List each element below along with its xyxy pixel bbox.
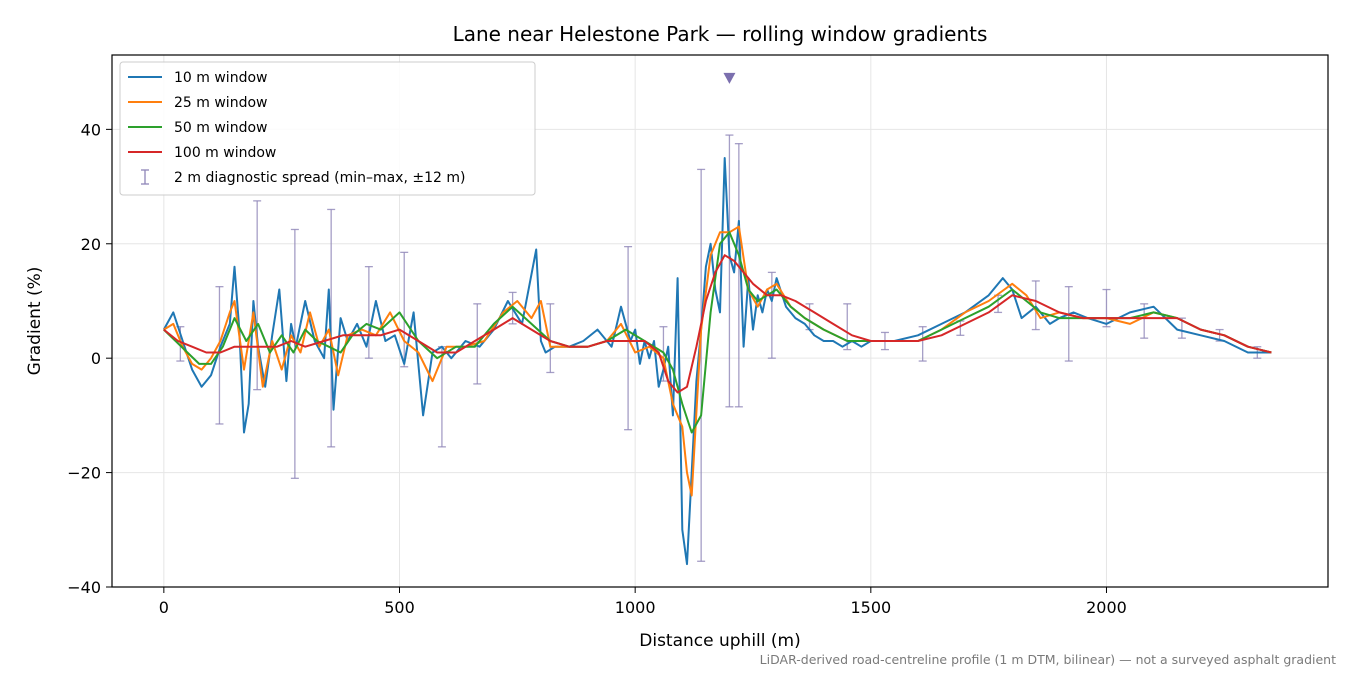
y-tick-label: 40 [81, 120, 101, 139]
series-line-1 [162, 157, 1272, 566]
y-tick-label: −20 [67, 464, 101, 483]
legend-label: 25 m window [174, 95, 267, 111]
series-line-2 [163, 225, 1272, 497]
series-line-4 [163, 254, 1272, 394]
y-tick-label: −40 [67, 578, 101, 597]
legend-label: 100 m window [174, 145, 276, 161]
x-tick-label: 1000 [615, 598, 656, 617]
legend-label: 50 m window [174, 120, 267, 136]
legend-label: 2 m diagnostic spread (min–max, ±12 m) [174, 170, 465, 186]
diagnostic-errorbar [1102, 288, 1111, 328]
x-tick-label: 500 [384, 598, 415, 617]
x-axis-label: Distance uphill (m) [639, 631, 800, 651]
diagnostic-errorbar [697, 168, 706, 562]
legend-label: 10 m window [174, 70, 267, 86]
legend: 10 m window 25 m window 50 m window 100 m w… [119, 61, 536, 196]
legend-box [119, 61, 536, 196]
diagnostic-errorbar [437, 346, 446, 448]
plot-frame [111, 54, 1329, 588]
diagnostic-errorbar [1064, 286, 1073, 362]
diagnostic-errorbar [1031, 280, 1040, 331]
y-tick-label: 20 [81, 235, 101, 254]
diagnostic-errorbar [364, 266, 373, 359]
diagnostic-errorbar [400, 251, 409, 368]
x-tick-label: 0 [159, 598, 169, 617]
x-tick-label: 2000 [1086, 598, 1127, 617]
diagnostic-errorbar [734, 143, 743, 408]
y-axis-label: Gradient (%) [25, 267, 45, 376]
footnote: LiDAR-derived road-centreline profile (1… [760, 652, 1336, 667]
chart-title: Lane near Helestone Park — rolling windo… [453, 22, 988, 46]
x-tick-label: 1500 [850, 598, 891, 617]
diagnostic-errorbar [725, 134, 734, 408]
diagnostic-errorbar [290, 228, 299, 479]
y-tick-label: 0 [91, 349, 101, 368]
diagnostic-errorbar [546, 303, 555, 374]
diagnostic-errorbar [253, 200, 262, 391]
peak-marker [723, 72, 736, 84]
diagnostic-errorbar [215, 286, 224, 425]
tick-layer: 0 500 1000 1500 2000 −40 −20 0 20 40 [67, 120, 1127, 617]
plot-layer [162, 72, 1272, 566]
